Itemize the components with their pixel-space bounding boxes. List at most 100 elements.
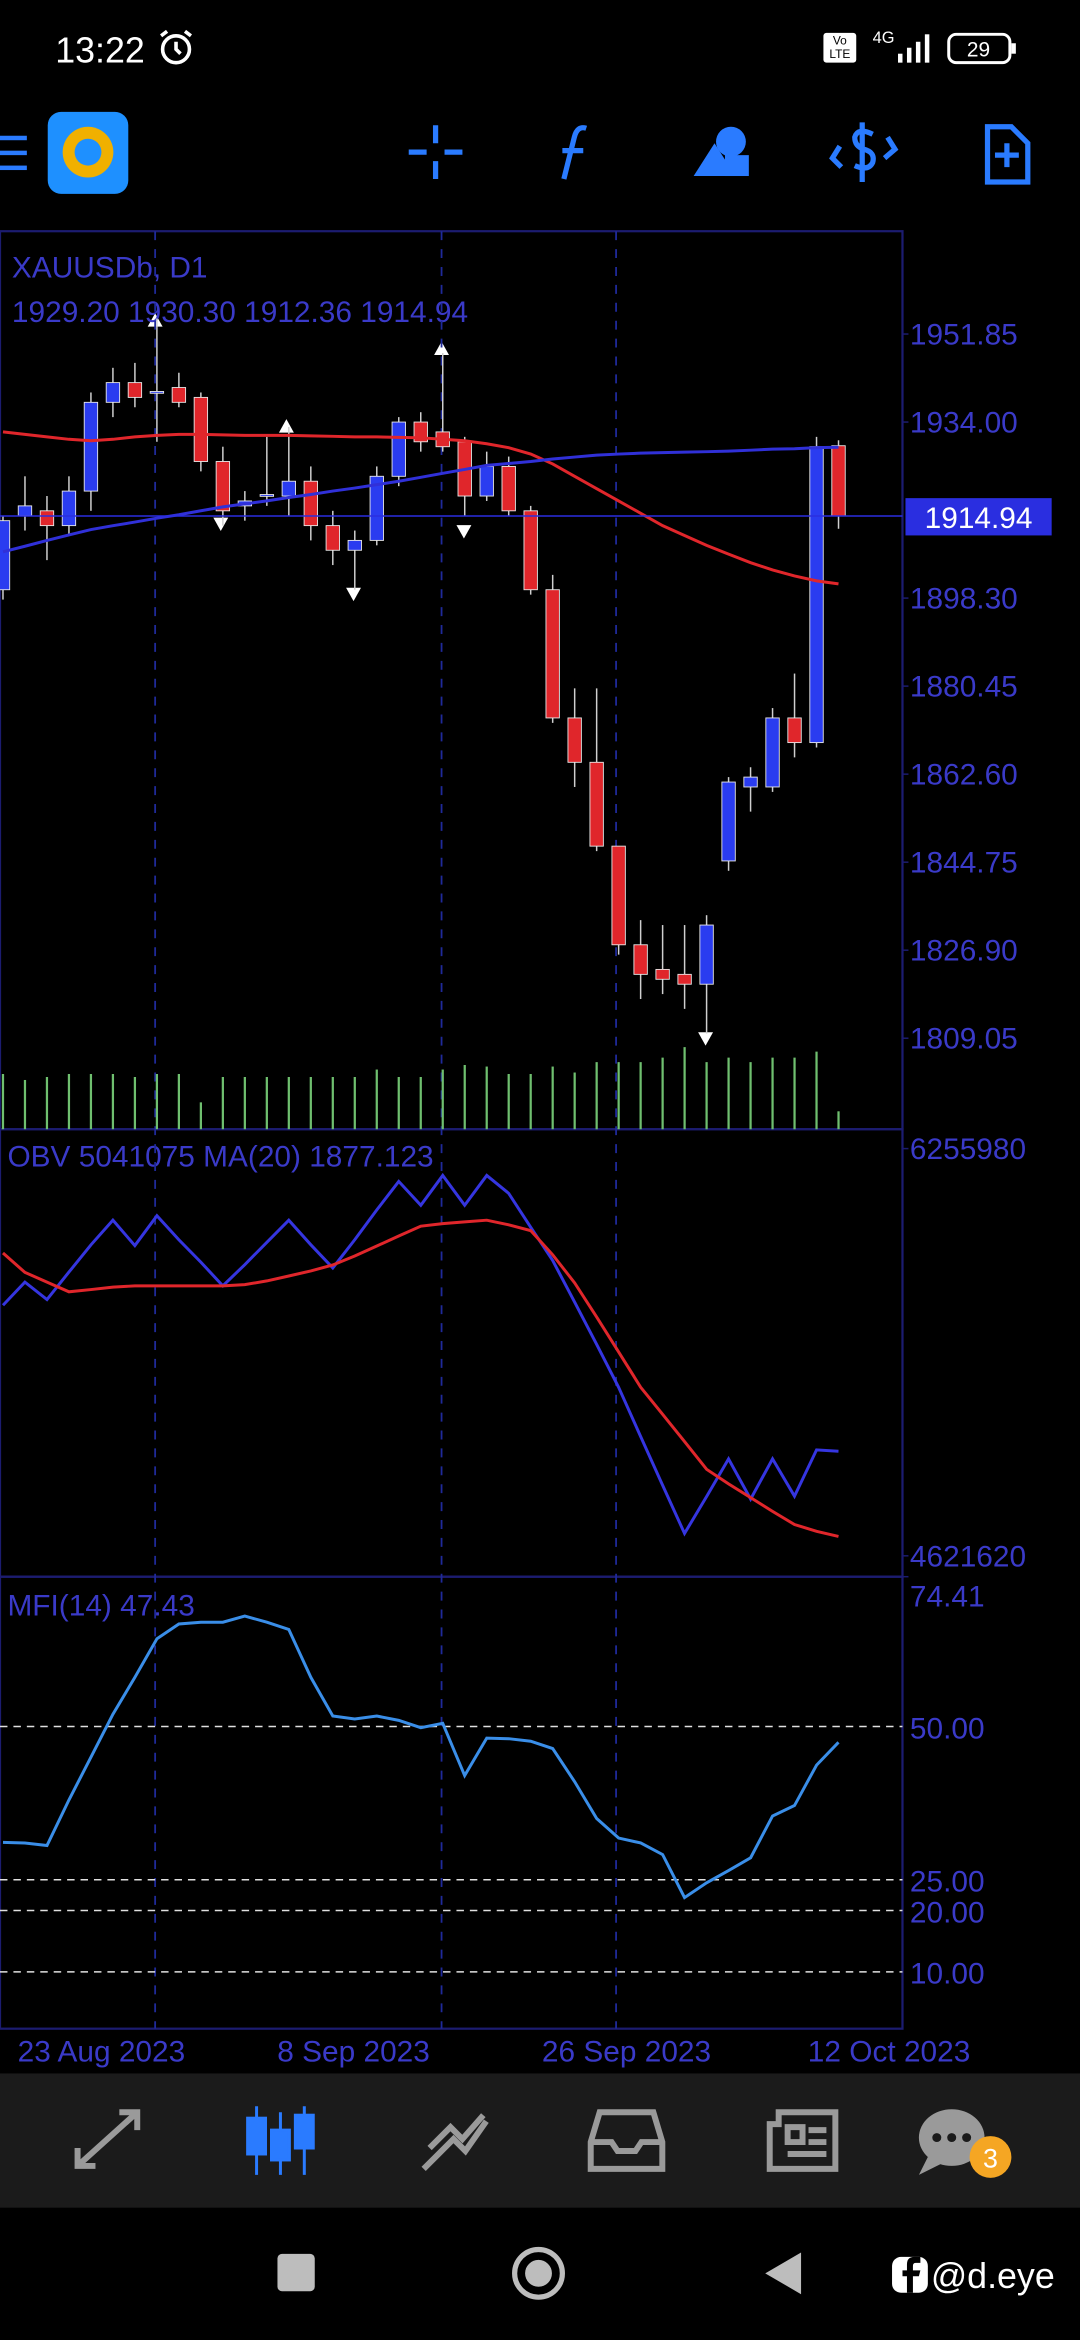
y-tick-label: 25.00 (910, 1866, 985, 1899)
candle-body (0, 520, 11, 591)
candle-body (743, 776, 758, 788)
x-tick-label: 23 Aug 2023 (18, 2036, 186, 2069)
candle-body (611, 845, 626, 946)
volte-badge (823, 32, 857, 63)
candle-body (523, 510, 538, 591)
trade-button[interactable] (829, 122, 899, 182)
panel-frame (0, 230, 904, 2030)
trade-tab[interactable] (421, 2113, 489, 2172)
indicators-button[interactable] (561, 125, 588, 180)
new-order-button[interactable] (984, 124, 1031, 185)
candle-body (567, 717, 582, 763)
x-tick-label: 8 Sep 2023 (277, 2036, 430, 2069)
battery-level: 29 (967, 39, 990, 62)
y-tick-label: 1826.90 (910, 935, 1018, 968)
moving-average (2, 445, 839, 554)
battery (947, 32, 1012, 65)
y-tick-label: 4621620 (910, 1540, 1026, 1573)
quotes-tab[interactable] (74, 2109, 141, 2169)
candle-body (303, 480, 318, 527)
candle-body (479, 465, 494, 497)
obv-title: OBV 5041075 MA(20) 1877.123 (7, 1140, 433, 1173)
watermark: @d.eye (931, 2256, 1055, 2296)
badge-count: 3 (983, 2143, 998, 2173)
fractal-arrow (147, 313, 714, 1046)
candle-body (391, 421, 406, 477)
candle-body (215, 461, 231, 512)
objects-button[interactable] (693, 126, 749, 177)
bottom-nav (0, 2073, 1080, 2208)
candle-body (545, 589, 560, 719)
crosshair-button[interactable] (408, 125, 463, 180)
y-tick-label: 1951.85 (910, 318, 1018, 351)
recents-button[interactable] (277, 2253, 315, 2292)
candle-body (699, 924, 714, 985)
y-tick-label: 74.41 (910, 1581, 985, 1614)
home-button[interactable] (512, 2246, 565, 2300)
badge (969, 2136, 1012, 2178)
candle-body (831, 445, 846, 517)
candle-body (655, 968, 670, 980)
candle-body (765, 717, 780, 788)
candle-body (369, 475, 384, 541)
last-price-label: 1914.94 (925, 502, 1033, 535)
home-button-dot (525, 2259, 552, 2287)
indicator-line (1, 1172, 839, 1537)
x-tick-label: 12 Oct 2023 (808, 2036, 971, 2069)
back-button[interactable] (765, 2252, 802, 2295)
y-tick-label: 20.00 (910, 1896, 985, 1929)
candle-body (193, 396, 209, 462)
y-tick-label: 50.00 (910, 1712, 985, 1745)
history-tab[interactable] (587, 2109, 666, 2172)
candle-body (39, 510, 55, 527)
clock: 13:22 (55, 31, 145, 71)
y-tick-label: 1898.30 (910, 583, 1018, 616)
candle-body (281, 480, 296, 497)
chat-tab[interactable] (918, 2109, 985, 2175)
candle-body (501, 465, 516, 512)
y-tick-label: 1862.60 (910, 759, 1018, 792)
ohlc-readout: 1929.20 1930.30 1912.36 1914.94 (12, 296, 468, 329)
y-tick-label: 10.00 (910, 1958, 985, 1991)
indicator-line (2, 1614, 840, 1900)
y-tick-label: 1880.45 (910, 671, 1018, 704)
candle-body (17, 505, 33, 517)
candle-body (589, 761, 604, 847)
network-type: 4G (873, 29, 895, 47)
candle-body (809, 446, 824, 744)
candle-body (677, 973, 692, 985)
y-tick-label: 1809.05 (910, 1023, 1018, 1056)
battery-tip (1011, 43, 1016, 54)
app-icon-mark (74, 138, 102, 166)
candle-body (105, 382, 121, 403)
news-tab[interactable] (766, 2109, 839, 2172)
x-tick-label: 26 Sep 2023 (542, 2036, 711, 2069)
candle-body (325, 525, 340, 551)
candle-body (633, 944, 648, 975)
chart-tab[interactable] (246, 2106, 315, 2175)
menu-button[interactable] (0, 135, 27, 171)
indicator-line (1, 1218, 839, 1538)
candle-body (61, 490, 77, 527)
last-price-box (905, 498, 1052, 536)
candle-body (347, 539, 362, 551)
alarm-icon (160, 29, 193, 65)
candle-body (83, 401, 99, 492)
volte-text: Vo (833, 34, 847, 48)
candle-body (127, 382, 143, 398)
y-tick-label: 1934.00 (910, 406, 1018, 439)
facebook-f (902, 2256, 921, 2293)
candle-body (721, 781, 736, 862)
chart-title: XAUUSDb, D1 (12, 251, 208, 284)
moving-average (2, 430, 839, 586)
candle-body (259, 494, 274, 497)
mfi-title: MFI(14) 47.43 (7, 1589, 194, 1622)
y-tick-label: 1844.75 (910, 847, 1018, 880)
signal-icon (898, 34, 930, 63)
candle-body (149, 391, 165, 394)
candle-body (787, 717, 802, 744)
volte-text: LTE (829, 47, 850, 61)
